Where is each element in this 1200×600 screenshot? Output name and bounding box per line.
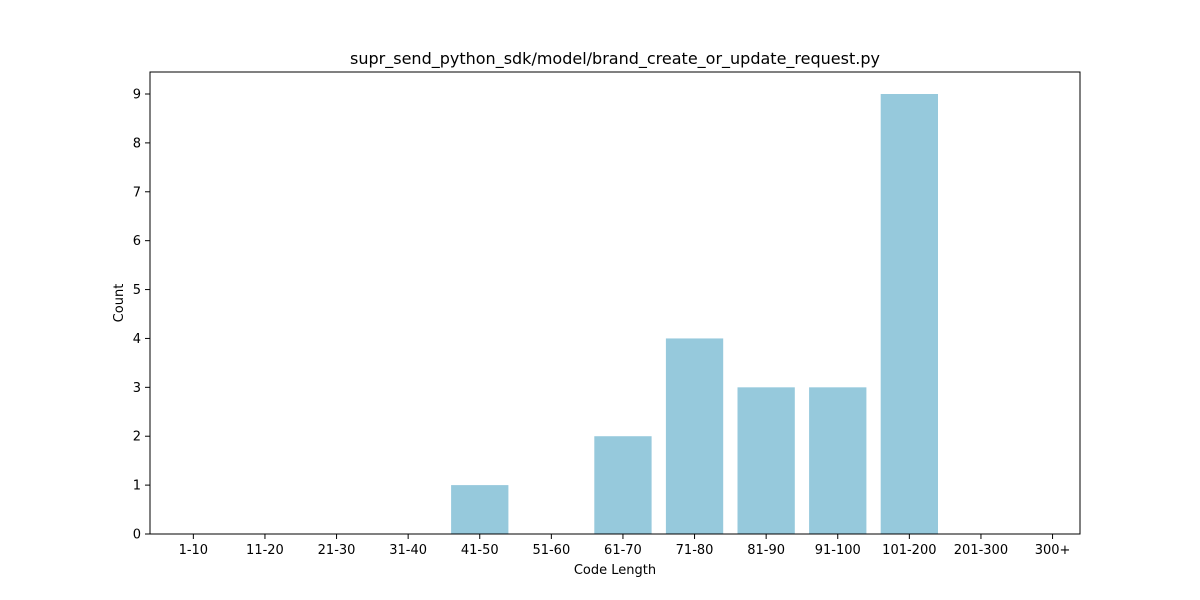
y-axis-ticks: 0 1 2 3 4 5 6 7 8 9 bbox=[133, 88, 150, 543]
chart-title: supr_send_python_sdk/model/brand_create_… bbox=[350, 49, 880, 69]
x-tick-label: 91-100 bbox=[815, 543, 861, 558]
x-axis-ticks: 1-10 11-20 21-30 31-40 41-50 51-60 61-70 71-80 8… bbox=[179, 534, 1071, 558]
x-tick-label: 11-20 bbox=[246, 543, 284, 558]
x-tick-label: 21-30 bbox=[318, 543, 356, 558]
x-tick-label: 31-40 bbox=[389, 543, 427, 558]
y-tick-label: 8 bbox=[133, 136, 141, 151]
x-tick-label: 1-10 bbox=[179, 543, 209, 558]
x-tick-label: 81-90 bbox=[747, 543, 785, 558]
x-tick-label: 51-60 bbox=[532, 543, 570, 558]
bar-71-80 bbox=[665, 338, 724, 534]
y-tick-label: 9 bbox=[133, 88, 141, 103]
x-tick-label: 71-80 bbox=[676, 543, 714, 558]
y-tick-label: 6 bbox=[133, 234, 141, 249]
y-tick-label: 2 bbox=[133, 430, 141, 445]
plot-frame bbox=[149, 71, 1081, 535]
bars-group bbox=[451, 94, 938, 534]
y-tick-label: 0 bbox=[133, 528, 141, 543]
y-tick-label: 3 bbox=[133, 381, 141, 396]
y-tick-label: 5 bbox=[133, 283, 141, 298]
y-tick-label: 4 bbox=[133, 332, 141, 347]
bar-81-90 bbox=[737, 387, 795, 534]
y-axis-label: Count bbox=[112, 284, 127, 323]
y-tick-label: 1 bbox=[133, 479, 141, 494]
x-tick-label: 41-50 bbox=[461, 543, 499, 558]
bar-101-200 bbox=[880, 94, 938, 534]
bar-41-50 bbox=[451, 485, 509, 534]
x-tick-label: 300+ bbox=[1035, 543, 1071, 558]
x-tick-label: 101-200 bbox=[882, 543, 936, 558]
bar-61-70 bbox=[594, 436, 652, 534]
y-tick-label: 7 bbox=[133, 185, 141, 200]
x-tick-label: 201-300 bbox=[954, 543, 1008, 558]
x-tick-label: 61-70 bbox=[604, 543, 642, 558]
x-axis-label: Code Length bbox=[574, 563, 656, 578]
bar-91-100 bbox=[809, 387, 867, 534]
